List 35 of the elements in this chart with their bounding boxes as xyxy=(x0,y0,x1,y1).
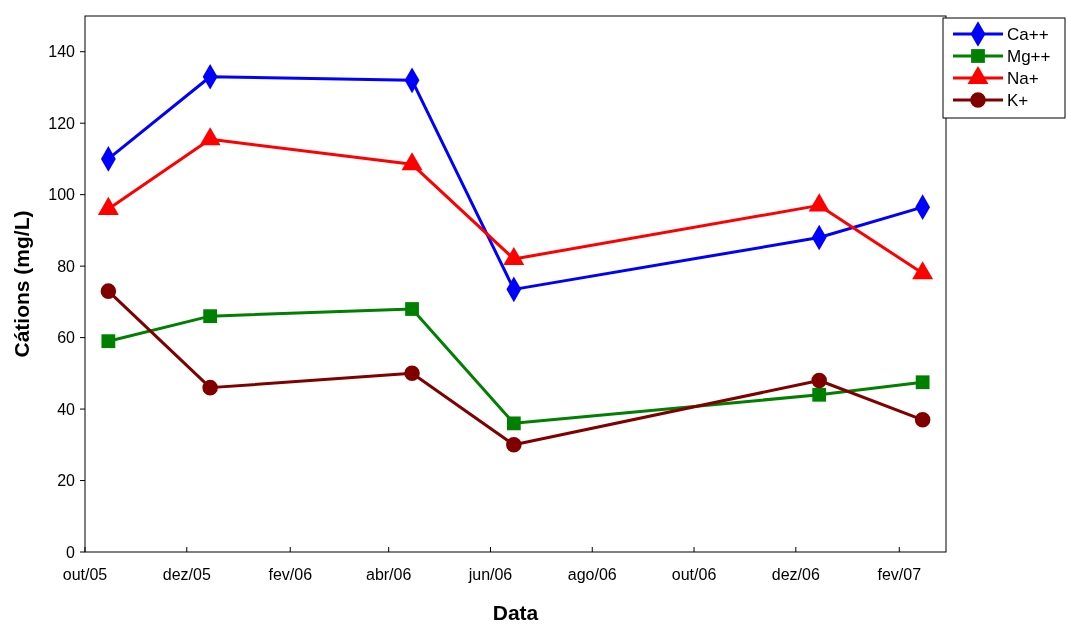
x-tick-label: jun/06 xyxy=(467,566,513,583)
y-axis-title: Cátions (mg/L) xyxy=(10,210,33,358)
point xyxy=(914,412,931,428)
point xyxy=(100,283,117,299)
x-tick-label: fev/07 xyxy=(877,566,922,583)
y-tick-label: 60 xyxy=(57,329,76,347)
point xyxy=(506,416,521,431)
point xyxy=(101,334,116,349)
legend-label: Mg++ xyxy=(1007,46,1051,66)
legend-label: Ca++ xyxy=(1007,24,1049,44)
point xyxy=(202,379,218,396)
x-tick-label: fev/06 xyxy=(268,566,313,583)
point xyxy=(506,437,522,453)
legend-label: K+ xyxy=(1007,90,1029,110)
point xyxy=(404,365,420,382)
x-tick-label: abr/06 xyxy=(366,566,412,583)
x-tick-label: out/06 xyxy=(671,566,717,583)
y-tick-label: 80 xyxy=(57,257,76,275)
point xyxy=(915,375,930,390)
x-axis-title: Data xyxy=(492,601,539,624)
x-tick-label: dez/06 xyxy=(771,566,820,583)
y-tick-label: 0 xyxy=(66,543,76,561)
point xyxy=(811,372,827,389)
point xyxy=(812,387,827,402)
x-tick-label: dez/05 xyxy=(162,566,211,583)
point xyxy=(405,302,419,316)
legend-label: Na+ xyxy=(1007,68,1039,88)
x-tick-label: ago/06 xyxy=(567,566,617,583)
y-tick-label: 100 xyxy=(48,186,76,204)
y-tick-label: 20 xyxy=(57,472,76,490)
y-tick-label: 120 xyxy=(48,114,76,132)
point xyxy=(203,309,218,324)
x-tick-label: out/05 xyxy=(62,566,108,583)
y-tick-label: 40 xyxy=(57,400,76,418)
y-tick-label: 140 xyxy=(48,43,76,61)
